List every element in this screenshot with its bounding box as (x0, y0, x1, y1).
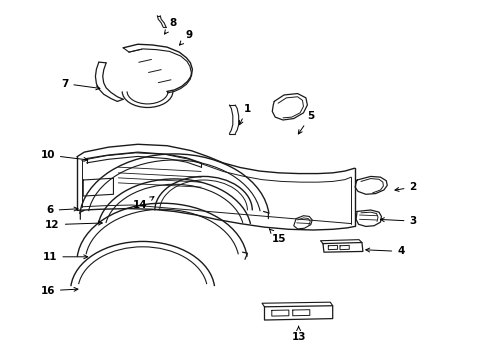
Text: 4: 4 (366, 247, 405, 256)
Text: 16: 16 (40, 286, 78, 296)
Text: 12: 12 (45, 220, 102, 230)
Text: 3: 3 (380, 216, 416, 226)
Text: 11: 11 (43, 252, 88, 262)
Text: 5: 5 (298, 111, 315, 134)
Text: 1: 1 (240, 104, 251, 125)
Text: 7: 7 (61, 78, 100, 90)
Text: 9: 9 (179, 30, 193, 45)
Text: 2: 2 (395, 182, 416, 192)
Text: 8: 8 (165, 18, 176, 34)
Text: 13: 13 (292, 327, 306, 342)
Text: 6: 6 (47, 205, 78, 215)
Text: 10: 10 (40, 150, 88, 161)
Text: 14: 14 (133, 197, 154, 210)
Text: 15: 15 (270, 229, 286, 244)
